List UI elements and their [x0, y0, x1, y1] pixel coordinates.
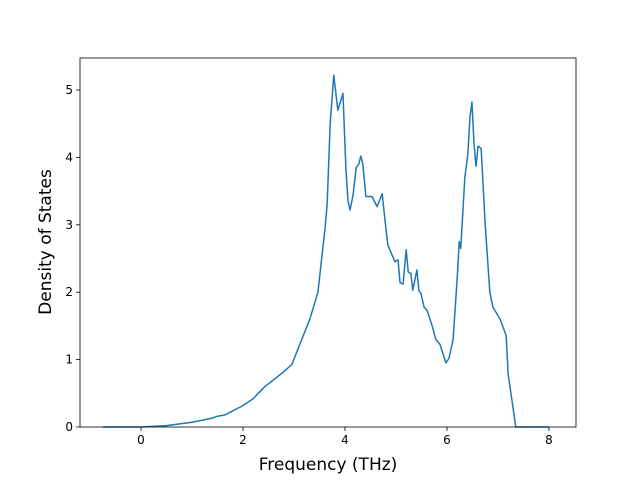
y-tick-label: 2: [65, 285, 73, 299]
x-tick-label: 6: [443, 433, 451, 447]
line: [102, 74, 549, 428]
x-tick-label: 2: [239, 433, 247, 447]
y-tick-label: 5: [65, 83, 73, 97]
y-tick-label: 1: [65, 353, 73, 367]
x-tick-label: 0: [137, 433, 145, 447]
x-axis-label: Frequency (THz): [259, 455, 398, 475]
y-tick-label: 3: [65, 218, 73, 232]
y-tick-label: 4: [65, 150, 73, 164]
y-axis-label: Density of States: [36, 169, 56, 315]
plot-frame: [79, 57, 577, 428]
y-tick-label: 0: [65, 420, 73, 434]
x-tick-label: 8: [545, 433, 553, 447]
x-tick-label: 4: [341, 433, 349, 447]
